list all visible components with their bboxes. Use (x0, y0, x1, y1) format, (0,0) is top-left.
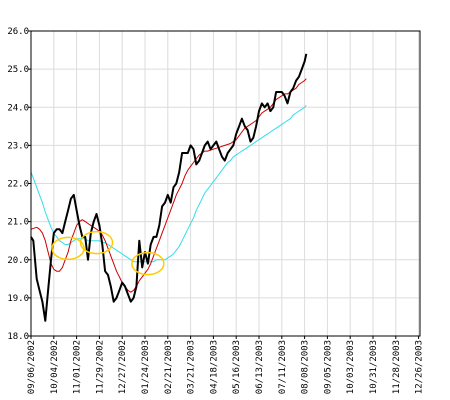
plot-frame (30, 30, 421, 337)
x-tick-label: 06/13/2003 (255, 340, 265, 394)
x-tick-label: 12/27/2002 (118, 340, 128, 394)
x-tick-label: 09/06/2002 (27, 340, 37, 394)
series-line-2 (30, 78, 307, 293)
x-tick-label: 11/01/2002 (73, 340, 83, 394)
x-axis-ticks: 09/06/2002 10/04/2002 11/01/2002 11/29/2002… (27, 336, 425, 394)
y-axis-ticks: 18.0 19.0 20.0 21.0 22.0 23.0 24.0 25.0 26.0 (7, 27, 31, 342)
x-tick-label: 12/26/2003 (415, 340, 425, 394)
series-line-1 (30, 53, 308, 322)
y-tick-label: 22.0 (7, 180, 29, 190)
y-tick-label: 19.0 (7, 294, 29, 304)
y-tick-label: 21.0 (7, 218, 29, 228)
x-tick-label: 02/21/2003 (164, 340, 174, 394)
x-tick-label: 10/04/2002 (50, 340, 60, 394)
x-tick-label: 04/18/2003 (209, 340, 219, 394)
x-tick-label: 07/11/2003 (278, 340, 288, 394)
x-tick-label: 08/08/2003 (301, 340, 311, 394)
x-tick-label: 11/28/2003 (392, 340, 402, 394)
highlight-ellipse (51, 236, 85, 261)
y-tick-label: 24.0 (7, 103, 29, 113)
x-tick-label: 11/29/2002 (95, 340, 105, 394)
x-tick-label: 05/16/2003 (232, 340, 242, 394)
y-tick-label: 26.0 (7, 27, 29, 37)
x-tick-label: 03/21/2003 (187, 340, 197, 394)
y-tick-label: 25.0 (7, 65, 29, 75)
x-tick-label: 09/05/2003 (323, 340, 333, 394)
highlight-ellipse (131, 251, 165, 276)
x-tick-label: 01/24/2003 (141, 340, 151, 394)
y-tick-label: 18.0 (7, 332, 29, 342)
annotations (51, 230, 165, 276)
y-tick-label: 23.0 (7, 141, 29, 151)
x-tick-label: 10/31/2003 (369, 340, 379, 394)
x-tick-label: 10/03/2003 (346, 340, 356, 394)
highlight-ellipse (79, 230, 114, 255)
y-tick-label: 20.0 (7, 256, 29, 266)
